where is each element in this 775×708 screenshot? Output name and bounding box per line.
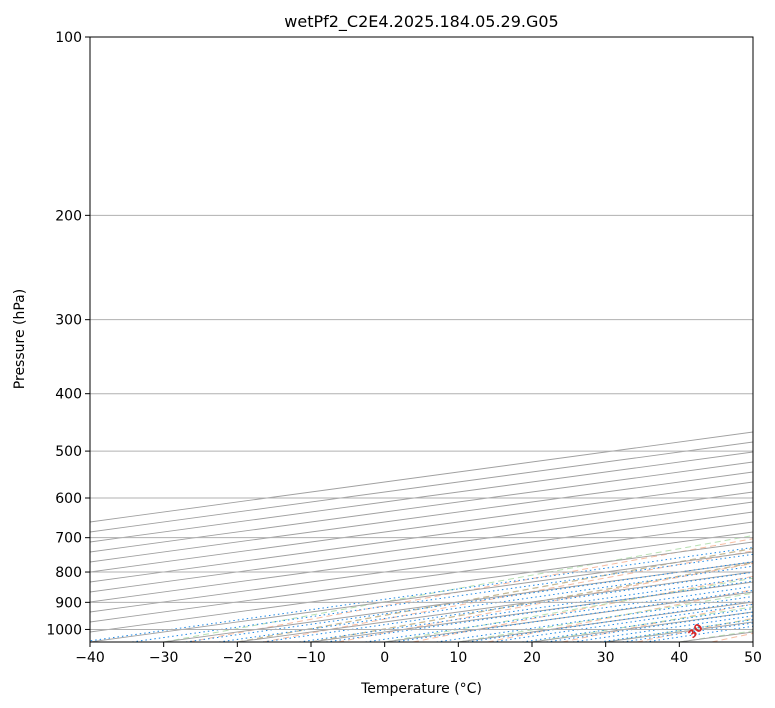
y-tick-label: 300: [55, 313, 82, 329]
isotherm-line: [90, 471, 753, 563]
dry-adiabat-line: [188, 538, 753, 642]
x-tick-label: 0: [380, 650, 389, 666]
wet-bulb-guide-line: [237, 547, 753, 642]
x-tick-label: −40: [75, 650, 105, 666]
dry-adiabat-line: [412, 575, 753, 642]
x-axis: −40 −30 −20 −10 0 10 20 30 40 50: [75, 642, 762, 666]
isotherm-line: [90, 481, 753, 573]
y-tick-label: 1000: [46, 622, 82, 638]
plot-area: 0.10.20.40.611.52346810131620253036-100-…: [89, 36, 754, 643]
y-tick-label: 200: [55, 208, 82, 224]
x-tick-label: 30: [597, 650, 615, 666]
y-tick-label: 700: [55, 531, 82, 547]
x-tick-label: 20: [523, 650, 541, 666]
y-tick-label: 400: [55, 387, 82, 403]
y-tick-label: 100: [55, 30, 82, 46]
plot-frame: [89, 36, 754, 643]
isotherm-line: [90, 531, 753, 623]
x-tick-label: −30: [149, 650, 179, 666]
dry-adiabat-line: [338, 562, 753, 642]
isotherm-line: [90, 501, 753, 593]
moist-adiabat-line: [163, 535, 753, 642]
chart-title: wetPf2_C2E4.2025.184.05.29.G05: [284, 12, 558, 32]
isotherm-line: [90, 491, 753, 583]
plot-background: [90, 37, 753, 642]
y-tick-label: 600: [55, 491, 82, 507]
isotherm-line: [90, 521, 753, 613]
mixing-ratio-line: [131, 553, 753, 642]
y-tick-label: 500: [55, 444, 82, 460]
x-tick-label: 40: [670, 650, 688, 666]
x-tick-label: −10: [296, 650, 326, 666]
y-axis: 100 200 300 400 500 600 700 800 900 1000: [46, 30, 90, 638]
mixing-ratio-line: [185, 561, 753, 642]
mixing-ratio-line: [262, 571, 753, 642]
x-tick-label: 10: [449, 650, 467, 666]
mixing-ratio-line: [218, 565, 753, 642]
x-tick-label: −20: [223, 650, 253, 666]
isotherm-line: [90, 511, 753, 603]
isotherm-line: [90, 451, 753, 543]
isotherm-line: [90, 461, 753, 553]
x-tick-label: 50: [744, 650, 762, 666]
y-tick-label: 800: [55, 565, 82, 581]
x-axis-label: Temperature (°C): [360, 681, 482, 697]
background-lines: [90, 431, 753, 642]
y-axis-label: Pressure (hPa): [12, 289, 28, 389]
y-tick-label: 900: [55, 595, 82, 611]
